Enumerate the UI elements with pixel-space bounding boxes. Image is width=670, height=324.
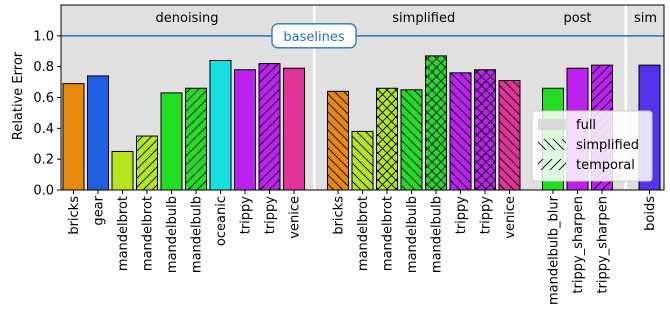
baseline-label-box: [271, 23, 357, 49]
x-tick-label-mandelbrot: mandelbrot: [116, 196, 131, 271]
x-tick-label-trippy: trippy: [239, 196, 254, 235]
x-tick-label-trippy: trippy: [263, 196, 278, 235]
group-label-layer: denoising simplified post sim: [156, 11, 658, 26]
bar-hatch-denoising-mandelbrot: [136, 136, 158, 190]
bar-hatch-denoising-mandelbulb: [185, 88, 207, 190]
bar-hatch-simplified-trippy: [450, 72, 471, 190]
x-tick-label-mandelbulb_blur: mandelbulb_blur: [547, 195, 562, 305]
bar-denoising-trippy: [234, 69, 256, 190]
bar-hatch-simplified-mandelbulb: [401, 89, 422, 190]
x-tick-label-mandelbrot: mandelbrot: [381, 196, 396, 271]
x-tick-label-trippy: trippy: [479, 196, 494, 235]
x-tick-label-venice: venice: [503, 196, 518, 239]
x-tick-label-mandelbulb: mandelbulb: [190, 196, 205, 273]
bar-hatch-simplified-bricks: [327, 91, 349, 190]
y-tick-label: 0.8: [33, 60, 54, 75]
bar-denoising-oceanic: [210, 60, 231, 190]
y-tick-label: 0.2: [33, 153, 54, 168]
bar-denoising-gear: [87, 75, 109, 190]
x-tick-label-mandelbulb: mandelbulb: [165, 196, 180, 273]
x-tick-label-boids: boids: [643, 196, 658, 231]
bar-denoising-venice: [283, 68, 305, 190]
legend-swatch-temporal: [538, 159, 566, 170]
x-tick-label-bricks: bricks: [67, 196, 82, 235]
baseline-layer: baselines: [61, 23, 664, 49]
bar-hatch-simplified-mandelbrot: [376, 88, 398, 190]
x-tick-label-mandelbulb: mandelbulb: [430, 196, 445, 273]
y-axis-label: Relative Error: [11, 51, 26, 140]
bar-layer: [62, 55, 661, 191]
baseline-label: baselines: [283, 30, 344, 45]
bar-hatch-simplified-venice: [499, 80, 520, 190]
y-tick-label: 1.0: [33, 29, 54, 44]
legend-label-full: full: [576, 118, 596, 133]
x-tick-label-venice: venice: [288, 196, 303, 239]
x-tick-label-trippy_sharpen: trippy_sharpen: [571, 196, 586, 294]
bar-denoising-mandelbulb: [161, 92, 182, 190]
x-tick-label-mandelbrot: mandelbrot: [356, 196, 371, 271]
x-tick-label-trippy: trippy: [454, 196, 469, 235]
group-label-sim: sim: [634, 11, 657, 26]
legend-swatch-simplified: [538, 139, 566, 150]
group-label-post: post: [563, 11, 591, 26]
group-label-simplified: simplified: [392, 11, 455, 26]
x-tick-label-mandelbulb: mandelbulb: [405, 196, 420, 273]
bar-hatch-simplified-trippy: [474, 69, 496, 190]
y-tick-label: 0.4: [33, 122, 54, 137]
legend-label-simplified: simplified: [576, 138, 639, 153]
y-tick-label: 0.6: [33, 91, 54, 106]
x-tick-label-trippy_sharpen: trippy_sharpen: [596, 196, 611, 294]
bar-denoising-mandelbrot: [112, 151, 133, 190]
x-tick-label-gear: gear: [92, 195, 107, 225]
bar-hatch-simplified-mandelbrot: [352, 131, 373, 190]
bar-hatch-simplified-mandelbulb: [425, 55, 447, 190]
axis-layer: bricks gear mandelbrot mandelbrot mandelbulb…: [33, 4, 665, 305]
legend-swatch-full: [538, 119, 566, 130]
y-tick-label: 0.0: [33, 184, 54, 199]
legend: full simplified temporal: [531, 110, 653, 182]
x-tick-label-oceanic: oceanic: [214, 196, 229, 246]
legend-label-temporal: temporal: [576, 158, 635, 173]
group-label-denoising: denoising: [156, 11, 219, 26]
x-tick-label-bricks: bricks: [332, 196, 347, 235]
bar-hatch-denoising-trippy: [259, 63, 280, 191]
x-tick-label-mandelbrot: mandelbrot: [141, 196, 156, 271]
bar-denoising-bricks: [63, 83, 84, 190]
